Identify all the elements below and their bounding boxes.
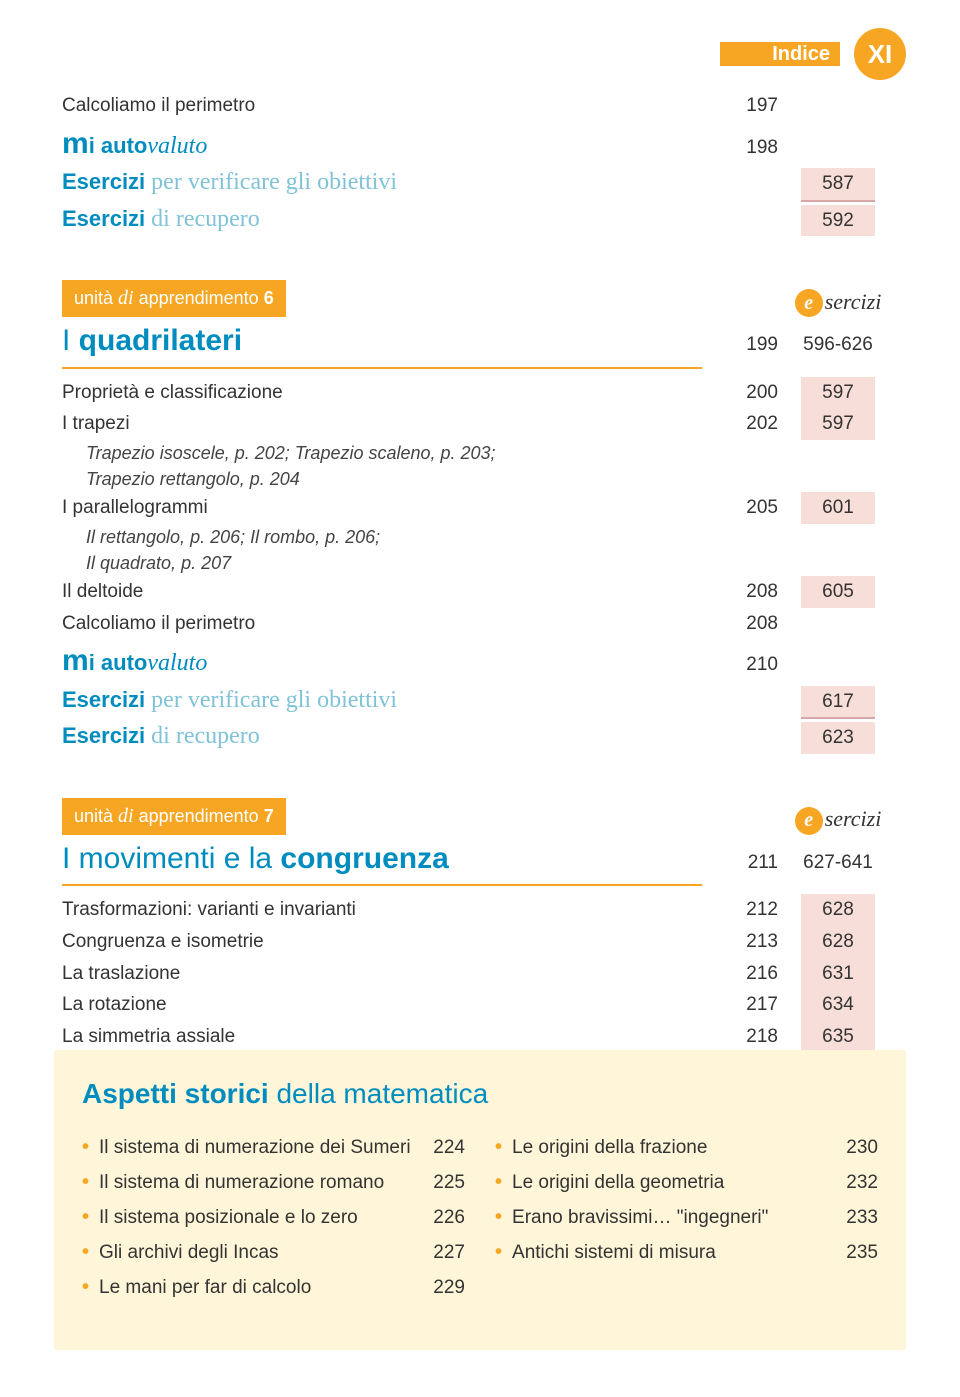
bullet-row: • Le mani per far di calcolo229 xyxy=(82,1270,465,1305)
unit6-divider xyxy=(62,367,702,369)
row-c2: . xyxy=(778,132,898,166)
unit7-r5: La simmetria assiale218635 xyxy=(62,1021,898,1053)
bullet-page: 224 xyxy=(415,1137,465,1159)
bullet-row: • Il sistema di numerazione dei Sumeri224 xyxy=(82,1130,465,1165)
bullet-icon: • xyxy=(82,1171,89,1194)
unit6-r2: I trapezi 202 597 xyxy=(62,408,898,440)
bullet-page: 226 xyxy=(415,1207,465,1229)
unit7-bar: unità di apprendimento 7 xyxy=(62,798,286,835)
row-c2: 587 xyxy=(801,168,875,202)
unit6-header-row: unità di apprendimento 6 esercizi xyxy=(62,258,898,317)
aspects-box: Aspetti storici della matematica • Il sis… xyxy=(54,1050,906,1350)
bullet-page: 232 xyxy=(828,1172,878,1194)
bullet-row: • Antichi sistemi di misura235 xyxy=(495,1235,878,1270)
aspects-right-col: • Le origini della frazione230 • Le origini… xyxy=(495,1130,878,1305)
aspects-title: Aspetti storici della matematica xyxy=(82,1078,878,1110)
unit6-note1: Trapezio isoscele, p. 202; Trapezio scal… xyxy=(62,440,898,466)
unit7-header-row: unità di apprendimento 7 esercizi xyxy=(62,776,898,835)
bullet-icon: • xyxy=(495,1206,502,1229)
page-roman-badge: XI xyxy=(854,28,906,80)
unit7-title: I movimenti e la congruenza xyxy=(62,837,678,881)
unit7-r3: La traslazione216631 xyxy=(62,958,898,990)
bullet-page: 233 xyxy=(828,1207,878,1229)
esercizi-badge: esercizi xyxy=(778,803,898,835)
unit6-miautovaluto: mi autovaluto 210 . xyxy=(62,639,898,683)
bullet-icon: • xyxy=(495,1136,502,1159)
indice-bar: Indice xyxy=(720,42,840,66)
unit6-note4: Il quadrato, p. 207 xyxy=(62,550,898,576)
bullet-icon: • xyxy=(82,1136,89,1159)
intro-esercizi-recup: Esercizi di recupero 592 xyxy=(62,202,898,237)
bullet-icon: • xyxy=(495,1171,502,1194)
row-c2: . xyxy=(778,90,898,122)
unit7-r2: Congruenza e isometrie213628 xyxy=(62,926,898,958)
miautovaluto-label: mi autovaluto xyxy=(62,122,678,166)
esercizi-recup-label: Esercizi di recupero xyxy=(62,202,678,237)
row-c1: 199 xyxy=(678,331,778,359)
unit6-note2: Trapezio rettangolo, p. 204 xyxy=(62,466,898,492)
unit7-r4: La rotazione217634 xyxy=(62,989,898,1021)
aspects-columns: • Il sistema di numerazione dei Sumeri224… xyxy=(82,1130,878,1305)
esercizi-badge: esercizi xyxy=(778,286,898,318)
intro-row-perimetro: Calcoliamo il perimetro 197 . xyxy=(62,90,898,122)
bullet-icon: • xyxy=(82,1206,89,1229)
unit7-r1: Trasformazioni: varianti e invarianti212… xyxy=(62,894,898,926)
bullet-row: • Il sistema posizionale e lo zero226 xyxy=(82,1200,465,1235)
unit6-es2: Esercizi di recupero 623 xyxy=(62,719,898,754)
bullet-label: Le mani per far di calcolo xyxy=(99,1277,415,1299)
bullet-page: 225 xyxy=(415,1172,465,1194)
row-c2: 596-626 xyxy=(803,334,873,355)
bullet-icon: • xyxy=(495,1241,502,1264)
bullet-row: • Il sistema di numerazione romano225 xyxy=(82,1165,465,1200)
content-area: Calcoliamo il perimetro 197 . mi autoval… xyxy=(62,90,898,1162)
aspects-left-col: • Il sistema di numerazione dei Sumeri224… xyxy=(82,1130,465,1305)
bullet-label: Antichi sistemi di misura xyxy=(512,1242,828,1264)
row-c1: 197 xyxy=(678,92,778,120)
bullet-label: Le origini della frazione xyxy=(512,1137,828,1159)
unit7-divider xyxy=(62,884,702,886)
unit6-es1: Esercizi per verificare gli obiettivi 61… xyxy=(62,683,898,720)
bullet-row: • Gli archivi degli Incas227 xyxy=(82,1235,465,1270)
bullet-icon: • xyxy=(82,1241,89,1264)
bullet-label: Erano bravissimi… "ingegneri" xyxy=(512,1207,828,1229)
unit6-bar: unità di apprendimento 6 xyxy=(62,280,286,317)
unit7-title-row: I movimenti e la congruenza 211 627-641 xyxy=(62,835,898,881)
intro-esercizi-verif: Esercizi per verificare gli obiettivi 58… xyxy=(62,165,898,202)
bullet-icon: • xyxy=(82,1276,89,1299)
bullet-page: 230 xyxy=(828,1137,878,1159)
bullet-page: 229 xyxy=(415,1277,465,1299)
bullet-row: • Le origini della geometria232 xyxy=(495,1165,878,1200)
bullet-label: Il sistema di numerazione romano xyxy=(99,1172,415,1194)
bullet-row: • Le origini della frazione230 xyxy=(495,1130,878,1165)
unit6-note3: Il rettangolo, p. 206; Il rombo, p. 206; xyxy=(62,524,898,550)
bullet-row: • Erano bravissimi… "ingegneri"233 xyxy=(495,1200,878,1235)
unit6-title: I quadrilateri xyxy=(62,319,678,363)
row-label: Calcoliamo il perimetro xyxy=(62,92,678,120)
bullet-label: Il sistema posizionale e lo zero xyxy=(99,1207,415,1229)
intro-miautovaluto: mi autovaluto 198 . xyxy=(62,122,898,166)
bullet-page: 235 xyxy=(828,1242,878,1264)
bullet-page: 227 xyxy=(415,1242,465,1264)
row-c1: 198 xyxy=(678,134,778,162)
row-c2: 592 xyxy=(801,205,875,237)
unit6-title-row: I quadrilateri 199 596-626 xyxy=(62,317,898,363)
esercizi-verif-label: Esercizi per verificare gli obiettivi xyxy=(62,165,678,200)
bullet-label: Le origini della geometria xyxy=(512,1172,828,1194)
bullet-label: Gli archivi degli Incas xyxy=(99,1242,415,1264)
bullet-label: Il sistema di numerazione dei Sumeri xyxy=(99,1137,415,1159)
unit6-r3: I parallelogrammi 205 601 xyxy=(62,492,898,524)
indice-label: Indice xyxy=(772,43,830,66)
unit6-r5: Calcoliamo il perimetro 208 . xyxy=(62,608,898,640)
unit6-r1: Proprietà e classificazione 200 597 xyxy=(62,377,898,409)
indice-header: Indice XI xyxy=(720,28,906,80)
unit6-r4: Il deltoide 208 605 xyxy=(62,576,898,608)
